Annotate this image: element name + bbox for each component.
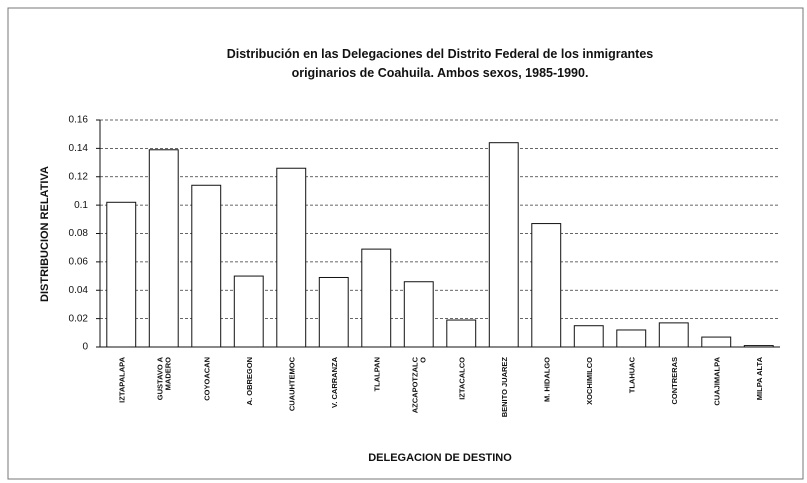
x-tick-label: AZCAPOTZALCO bbox=[410, 356, 427, 413]
bar bbox=[573, 325, 604, 348]
y-tick-label: 0.14 bbox=[69, 143, 89, 154]
x-tick-label: A. OBREGON bbox=[245, 357, 254, 405]
x-tick-label: XOCHIMILCO bbox=[585, 357, 594, 405]
y-tick-label: 0.08 bbox=[69, 228, 89, 239]
x-tick-label: IZTACALCO bbox=[457, 357, 466, 400]
x-tick-label: IZTAPALAPA bbox=[117, 356, 126, 402]
bar bbox=[488, 142, 519, 348]
y-tick-label: 0.02 bbox=[69, 313, 89, 324]
x-tick-label: COYOACAN bbox=[202, 357, 211, 401]
bar bbox=[701, 336, 732, 348]
x-axis-title: DELEGACION DE DESTINO bbox=[368, 452, 512, 464]
bar bbox=[233, 275, 264, 348]
y-tick-label: 0.04 bbox=[69, 285, 89, 296]
bar bbox=[276, 167, 307, 348]
x-tick-label: BENITO JUAREZ bbox=[500, 357, 509, 418]
y-tick-label: 0.1 bbox=[74, 200, 88, 211]
y-tick-label: 0.16 bbox=[69, 115, 89, 126]
bar bbox=[658, 322, 689, 348]
bar bbox=[106, 201, 137, 348]
bar bbox=[446, 319, 477, 348]
bar bbox=[616, 329, 647, 348]
chart-title: originarios de Coahuila. Ambos sexos, 19… bbox=[292, 66, 589, 80]
x-tick-label: TLALPAN bbox=[372, 357, 381, 391]
x-tick-label: GUSTAVO AMADERO bbox=[155, 356, 172, 400]
x-tick-label: CUAJIMALPA bbox=[712, 356, 721, 405]
chart-title: Distribución en las Delegaciones del Dis… bbox=[227, 47, 654, 61]
y-tick-label: 0.12 bbox=[69, 171, 89, 182]
bar bbox=[318, 276, 349, 348]
x-tick-label: MILPA ALTA bbox=[755, 356, 764, 400]
bar bbox=[403, 281, 434, 348]
y-axis-title: DISTRIBUCION RELATIVA bbox=[39, 166, 51, 302]
bar bbox=[191, 184, 222, 348]
frame bbox=[7, 7, 804, 480]
bar bbox=[531, 223, 562, 348]
x-tick-label: TLAHUAC bbox=[627, 356, 636, 393]
x-tick-label: CUAUHTEMOC bbox=[287, 356, 296, 411]
x-tick-label: CONTRERAS bbox=[670, 357, 679, 405]
bar bbox=[148, 149, 179, 348]
y-tick-label: 0 bbox=[82, 342, 88, 353]
bar bbox=[743, 345, 774, 348]
x-tick-label: M. HIDALGO bbox=[542, 357, 551, 402]
y-tick-label: 0.06 bbox=[69, 257, 89, 268]
bar bbox=[361, 248, 392, 348]
x-tick-label: V. CARRANZA bbox=[330, 356, 339, 408]
